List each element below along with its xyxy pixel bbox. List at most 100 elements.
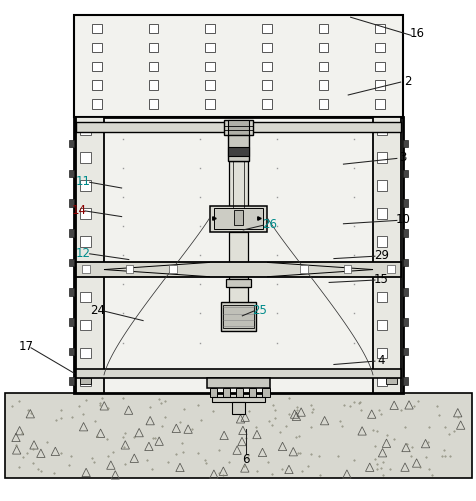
- Bar: [149, 100, 158, 110]
- Bar: [80, 348, 90, 359]
- Bar: [299, 266, 307, 274]
- Bar: [223, 306, 253, 329]
- Text: 6: 6: [241, 452, 249, 465]
- Bar: [375, 100, 384, 110]
- Bar: [76, 370, 400, 378]
- Bar: [92, 81, 101, 91]
- Bar: [387, 266, 394, 274]
- Bar: [229, 288, 247, 316]
- Bar: [248, 389, 256, 397]
- Bar: [80, 378, 90, 384]
- Bar: [343, 266, 351, 274]
- Bar: [205, 63, 215, 72]
- Bar: [261, 25, 271, 35]
- Bar: [74, 118, 402, 393]
- Bar: [69, 289, 74, 296]
- Bar: [207, 378, 269, 389]
- Bar: [149, 63, 158, 72]
- Bar: [209, 206, 267, 232]
- Bar: [220, 303, 256, 332]
- Bar: [228, 148, 248, 156]
- Bar: [376, 265, 387, 275]
- Bar: [375, 44, 384, 53]
- Bar: [74, 17, 402, 118]
- Bar: [375, 25, 384, 35]
- Bar: [80, 236, 90, 247]
- Bar: [376, 376, 387, 387]
- Bar: [318, 81, 327, 91]
- Bar: [5, 393, 471, 478]
- Bar: [149, 44, 158, 53]
- Bar: [205, 100, 215, 110]
- Bar: [261, 100, 271, 110]
- Bar: [80, 320, 90, 331]
- Bar: [169, 266, 177, 274]
- Bar: [386, 378, 396, 384]
- Bar: [231, 402, 245, 414]
- Bar: [76, 123, 400, 132]
- Bar: [80, 293, 90, 303]
- Bar: [80, 208, 90, 219]
- Bar: [224, 121, 252, 136]
- Bar: [82, 266, 89, 274]
- Bar: [225, 279, 251, 288]
- Bar: [92, 63, 101, 72]
- Text: 2: 2: [403, 75, 411, 88]
- Bar: [69, 200, 74, 207]
- Bar: [402, 170, 407, 178]
- Bar: [92, 25, 101, 35]
- Bar: [402, 289, 407, 296]
- Text: 26: 26: [261, 218, 277, 231]
- Bar: [205, 44, 215, 53]
- Text: 14: 14: [71, 203, 86, 216]
- Bar: [233, 211, 243, 225]
- Bar: [80, 265, 90, 275]
- Bar: [205, 81, 215, 91]
- Bar: [402, 229, 407, 237]
- Text: 16: 16: [409, 28, 424, 41]
- Bar: [125, 266, 133, 274]
- Text: 29: 29: [373, 249, 388, 262]
- Bar: [318, 63, 327, 72]
- Bar: [376, 125, 387, 135]
- Bar: [228, 121, 248, 136]
- Bar: [228, 136, 248, 162]
- Bar: [261, 81, 271, 91]
- Bar: [80, 125, 90, 135]
- Bar: [375, 81, 384, 91]
- Bar: [229, 162, 247, 214]
- Bar: [402, 259, 407, 267]
- Bar: [69, 348, 74, 356]
- Bar: [236, 389, 243, 397]
- Bar: [69, 259, 74, 267]
- Bar: [318, 100, 327, 110]
- Bar: [376, 320, 387, 331]
- Text: 12: 12: [76, 246, 91, 260]
- Text: 25: 25: [252, 304, 267, 317]
- Bar: [376, 208, 387, 219]
- Bar: [372, 118, 400, 393]
- Bar: [261, 63, 271, 72]
- Text: 10: 10: [395, 213, 410, 226]
- Bar: [80, 181, 90, 191]
- Bar: [92, 100, 101, 110]
- Bar: [80, 153, 90, 163]
- Bar: [76, 263, 400, 277]
- Bar: [376, 153, 387, 163]
- Bar: [92, 44, 101, 53]
- Text: 17: 17: [19, 339, 34, 352]
- Bar: [402, 200, 407, 207]
- Bar: [318, 25, 327, 35]
- Bar: [205, 25, 215, 35]
- Bar: [209, 389, 217, 397]
- Bar: [318, 44, 327, 53]
- Bar: [402, 348, 407, 356]
- Text: 15: 15: [373, 273, 388, 286]
- Bar: [149, 25, 158, 35]
- Bar: [376, 293, 387, 303]
- Bar: [376, 181, 387, 191]
- Bar: [402, 378, 407, 385]
- Bar: [402, 141, 407, 148]
- Bar: [262, 389, 269, 397]
- Bar: [402, 318, 407, 326]
